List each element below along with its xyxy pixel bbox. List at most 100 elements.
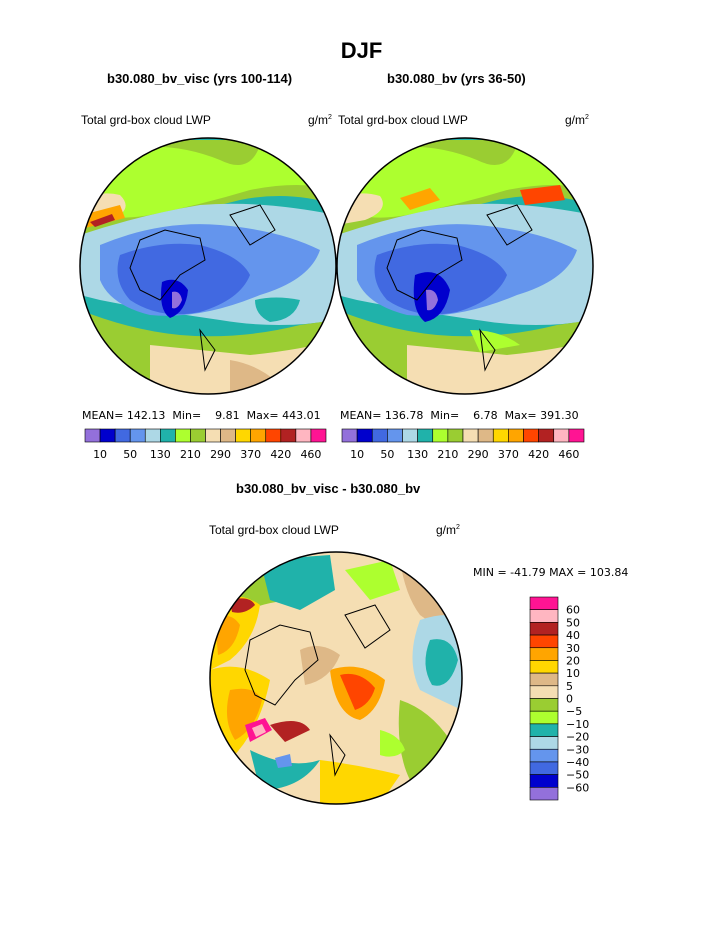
right-colorbar-swatch bbox=[371, 428, 388, 443]
diff-colorbar-tick-label: 50 bbox=[566, 616, 580, 629]
right-colorbar-swatch bbox=[568, 428, 585, 443]
left-colorbar-swatch bbox=[280, 428, 297, 443]
left-colorbar-tick-label: 10 bbox=[93, 448, 107, 461]
diff-stats: MIN = -41.79 MAX = 103.84 bbox=[473, 566, 629, 579]
left-colorbar-swatch bbox=[114, 428, 131, 443]
diff-colorbar-tick-label: 40 bbox=[566, 629, 580, 642]
left-colorbar-tick-label: 290 bbox=[210, 448, 231, 461]
left-units-label: g/m2 bbox=[308, 113, 332, 127]
left-variable-label: Total grd-box cloud LWP bbox=[81, 113, 211, 127]
diff-colorbar-swatch bbox=[529, 723, 559, 737]
right-colorbar-swatch bbox=[492, 428, 509, 443]
diff-colorbar-swatch bbox=[529, 685, 559, 699]
right-colorbar-swatch bbox=[508, 428, 524, 443]
diff-colorbar-swatch bbox=[529, 672, 559, 687]
diff-colorbar-swatch bbox=[529, 761, 559, 775]
diff-colorbar-swatch bbox=[529, 622, 559, 636]
right-colorbar-swatch bbox=[432, 428, 449, 443]
right-map-border bbox=[336, 137, 594, 395]
right-colorbar-tick-label: 50 bbox=[380, 448, 394, 461]
diff-colorbar-tick-label: −40 bbox=[566, 756, 589, 769]
left-colorbar-tick-label: 50 bbox=[123, 448, 137, 461]
diff-colorbar-tick-label: −5 bbox=[566, 705, 582, 718]
diff-colorbar-swatch bbox=[529, 647, 559, 661]
diff-colorbar-tick-label: −60 bbox=[566, 781, 589, 794]
right-colorbar: 10 50 130 210 290 370 420 460 bbox=[341, 428, 585, 461]
diff-panel-title: b30.080_bv_visc - b30.080_bv bbox=[236, 481, 421, 496]
right-colorbar-swatch bbox=[402, 428, 418, 443]
right-polar-map bbox=[337, 138, 593, 394]
right-colorbar-tick-label: 10 bbox=[350, 448, 364, 461]
left-colorbar-swatch bbox=[175, 428, 191, 443]
left-polar-map bbox=[80, 138, 336, 394]
diff-colorbar-tick-label: 0 bbox=[566, 693, 573, 706]
diff-colorbar-tick-label: −20 bbox=[566, 731, 589, 744]
diff-units-label: g/m2 bbox=[436, 523, 460, 537]
left-colorbar-tick-label: 420 bbox=[270, 448, 291, 461]
left-colorbar-swatch bbox=[99, 428, 116, 443]
left-colorbar-swatch bbox=[190, 428, 206, 443]
right-colorbar-tick-label: 210 bbox=[437, 448, 458, 461]
diff-colorbar-tick-label: −10 bbox=[566, 718, 589, 731]
left-colorbar-swatch bbox=[265, 428, 282, 443]
diff-variable-label: Total grd-box cloud LWP bbox=[209, 523, 339, 537]
right-colorbar-swatch bbox=[538, 428, 555, 443]
left-colorbar-tick-label: 370 bbox=[240, 448, 261, 461]
left-colorbar-swatch bbox=[235, 428, 251, 443]
right-colorbar-swatch bbox=[341, 428, 358, 443]
right-colorbar-tick-label: 460 bbox=[558, 448, 579, 461]
left-colorbar-swatch bbox=[220, 428, 236, 443]
diff-polar-map bbox=[210, 552, 462, 804]
right-colorbar-swatch bbox=[462, 428, 479, 443]
left-panel-title: b30.080_bv_visc (yrs 100-114) bbox=[107, 71, 293, 86]
diff-colorbar-tick-label: 10 bbox=[566, 667, 580, 680]
diff-colorbar-swatch bbox=[529, 660, 559, 674]
diff-colorbar-tick-label: −30 bbox=[566, 743, 589, 756]
diff-colorbar-swatch bbox=[529, 634, 559, 649]
right-colorbar-swatch bbox=[387, 428, 403, 443]
diff-colorbar-swatch bbox=[529, 748, 559, 763]
diff-colorbar-swatch bbox=[529, 609, 559, 623]
right-panel-title: b30.080_bv (yrs 36-50) bbox=[387, 71, 526, 86]
diff-colorbar-tick-label: 20 bbox=[566, 654, 580, 667]
left-colorbar-swatch bbox=[310, 428, 327, 443]
diff-map-border bbox=[209, 551, 463, 805]
right-colorbar-tick-label: 420 bbox=[528, 448, 549, 461]
left-colorbar-tick-label: 130 bbox=[150, 448, 171, 461]
right-colorbar-tick-label: 370 bbox=[498, 448, 519, 461]
diff-colorbar-swatch bbox=[529, 596, 559, 610]
diff-colorbar-tick-label: 30 bbox=[566, 642, 580, 655]
right-variable-label: Total grd-box cloud LWP bbox=[338, 113, 468, 127]
right-colorbar-swatch bbox=[417, 428, 434, 443]
left-colorbar-swatch bbox=[144, 428, 161, 443]
right-colorbar-tick-label: 290 bbox=[468, 448, 489, 461]
right-units-label: g/m2 bbox=[565, 113, 589, 127]
left-colorbar-swatch bbox=[250, 428, 267, 443]
diff-colorbar-swatch bbox=[529, 736, 559, 750]
diff-colorbar-tick-label: −50 bbox=[566, 769, 589, 782]
diff-colorbar-swatch bbox=[529, 710, 559, 725]
right-colorbar-swatch bbox=[523, 428, 539, 443]
left-colorbar-tick-label: 210 bbox=[180, 448, 201, 461]
left-colorbar: 10 50 130 210 290 370 420 460 bbox=[84, 428, 327, 461]
left-colorbar-tick-label: 460 bbox=[300, 448, 321, 461]
right-colorbar-swatch bbox=[447, 428, 464, 443]
diff-colorbar-swatch bbox=[529, 774, 559, 788]
left-colorbar-swatch bbox=[205, 428, 221, 443]
right-stats: MEAN= 136.78 Min= 6.78 Max= 391.30 bbox=[340, 409, 579, 422]
left-stats: MEAN= 142.13 Min= 9.81 Max= 443.01 bbox=[82, 409, 321, 422]
left-colorbar-swatch bbox=[295, 428, 312, 443]
right-colorbar-tick-label: 130 bbox=[407, 448, 428, 461]
left-colorbar-swatch bbox=[84, 428, 101, 443]
diff-colorbar-tick-label: 5 bbox=[566, 680, 573, 693]
left-colorbar-swatch bbox=[160, 428, 176, 443]
right-colorbar-swatch bbox=[553, 428, 570, 443]
diff-colorbar-tick-label: 60 bbox=[566, 604, 580, 617]
diff-colorbar-swatch bbox=[529, 787, 559, 801]
right-colorbar-swatch bbox=[356, 428, 373, 443]
left-map-border bbox=[79, 137, 337, 395]
diff-colorbar-swatch bbox=[529, 698, 559, 712]
page-title: DJF bbox=[340, 38, 383, 63]
